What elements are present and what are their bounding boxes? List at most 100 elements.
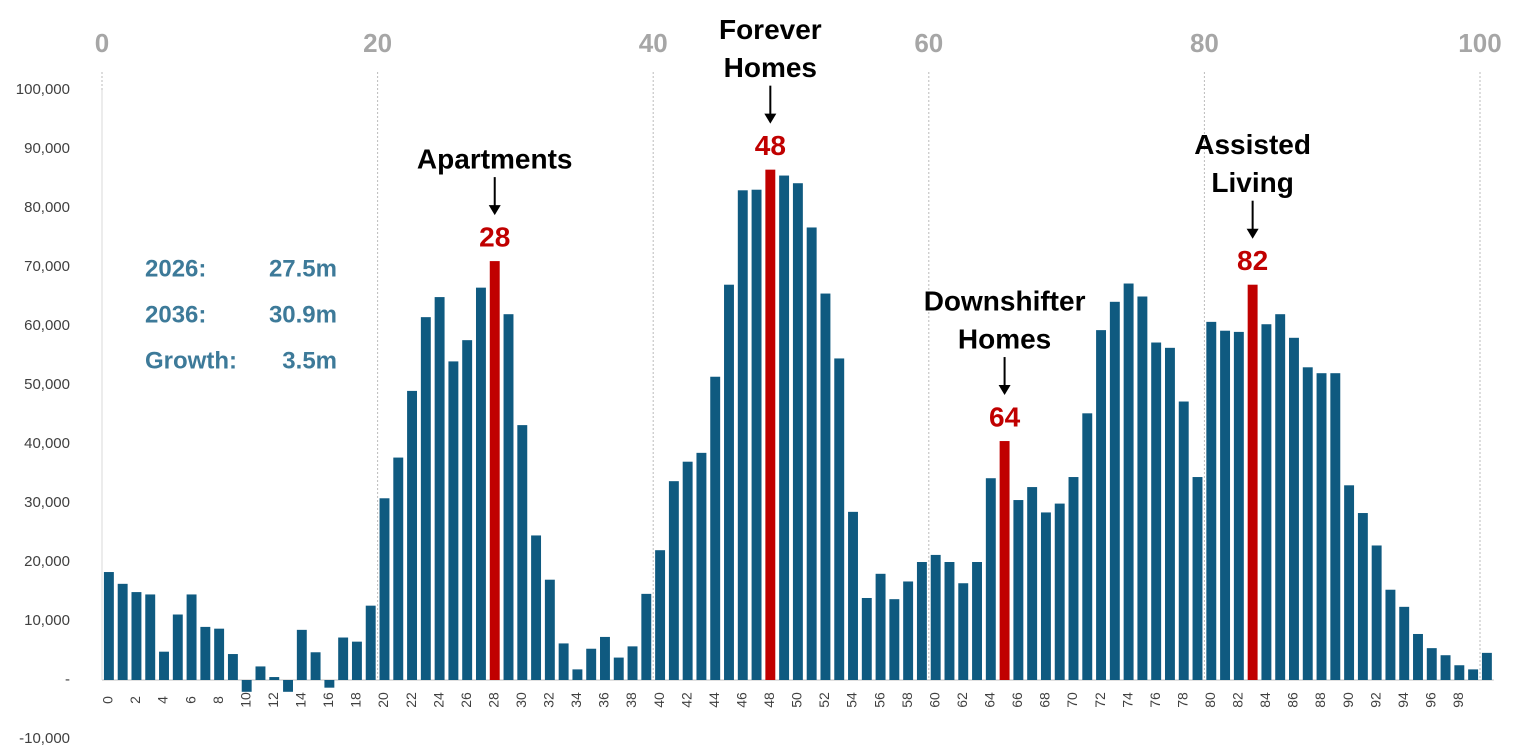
category-label: 98 — [1450, 692, 1466, 708]
category-label: 0 — [100, 696, 116, 704]
bar — [255, 666, 266, 680]
bar — [1054, 503, 1065, 680]
bar — [1040, 512, 1051, 680]
annotation-text: Assisted — [1194, 129, 1311, 160]
bar — [958, 583, 969, 680]
bar — [682, 461, 693, 680]
bar — [558, 643, 569, 680]
bar — [1233, 331, 1244, 680]
x-tick-label: 100 — [1458, 28, 1501, 58]
bar — [1316, 373, 1327, 680]
bar — [944, 562, 955, 680]
bar — [475, 287, 486, 680]
bar — [310, 652, 321, 680]
bar — [1164, 347, 1175, 680]
category-label: 68 — [1037, 692, 1053, 708]
bar — [338, 637, 349, 680]
bar — [365, 605, 376, 680]
bar — [1206, 321, 1217, 680]
category-label: 64 — [982, 692, 998, 708]
bar — [269, 677, 280, 680]
bar — [710, 376, 721, 680]
bar — [227, 654, 238, 680]
bar — [668, 481, 679, 680]
category-label: 60 — [926, 692, 942, 708]
category-label: 12 — [265, 692, 281, 708]
x-tick-label: 40 — [639, 28, 668, 58]
category-label: 14 — [293, 692, 309, 708]
category-label: 30 — [513, 692, 529, 708]
bar — [1399, 606, 1410, 680]
category-label: 24 — [430, 692, 446, 708]
bar — [1275, 314, 1286, 680]
category-label: 84 — [1257, 692, 1273, 708]
category-label: 58 — [899, 692, 915, 708]
y-tick-label: 30,000 — [24, 494, 70, 511]
annotation-text: Apartments — [417, 143, 573, 174]
x-tick-label: 80 — [1190, 28, 1219, 58]
y-tick-label: -10,000 — [19, 730, 70, 747]
bar — [1468, 669, 1479, 680]
bar — [696, 452, 707, 680]
bar — [544, 579, 555, 680]
category-label: 32 — [541, 692, 557, 708]
y-tick-label: 60,000 — [24, 317, 70, 334]
bar — [1068, 477, 1079, 680]
stat-value: 30.9m — [269, 301, 337, 328]
bar — [820, 293, 831, 680]
category-label: 10 — [237, 692, 253, 708]
bar — [999, 441, 1010, 680]
bar — [434, 297, 445, 680]
arrow-head — [488, 205, 501, 216]
annotation-text: Homes — [724, 52, 817, 83]
bar — [985, 478, 996, 680]
bar — [724, 284, 734, 680]
category-label: 26 — [458, 692, 474, 708]
category-label: 56 — [871, 692, 887, 708]
arrow-head — [998, 385, 1011, 396]
category-label: 28 — [485, 692, 501, 708]
y-tick-label: 100,000 — [16, 81, 70, 98]
bar — [641, 593, 652, 680]
bar — [462, 340, 473, 680]
bar — [379, 498, 390, 680]
annotation-number: 28 — [479, 221, 510, 252]
bar — [489, 261, 500, 680]
annotation-text: Downshifter — [924, 285, 1086, 316]
y-tick-label: 80,000 — [24, 199, 70, 216]
bar — [586, 648, 597, 680]
stat-label: 2036: — [145, 301, 206, 328]
bar — [1385, 589, 1396, 680]
bar — [737, 190, 748, 681]
bar — [296, 629, 307, 680]
category-label: 18 — [348, 692, 364, 708]
category-label: 66 — [1009, 692, 1025, 708]
category-label: 48 — [761, 692, 777, 708]
bar — [1454, 665, 1465, 680]
bar — [600, 636, 610, 680]
bar — [848, 511, 858, 680]
category-label: 62 — [954, 692, 970, 708]
annotation-number: 64 — [989, 401, 1021, 432]
category-label: 20 — [375, 692, 391, 708]
bar — [145, 594, 156, 680]
x-tick-label: 20 — [363, 28, 392, 58]
bar — [930, 554, 941, 680]
category-label: 46 — [733, 692, 749, 708]
bar — [1027, 487, 1038, 680]
category-label: 82 — [1230, 692, 1246, 708]
category-label: 78 — [1174, 692, 1190, 708]
bar — [627, 646, 638, 680]
category-label: 44 — [706, 692, 722, 708]
x-tick-label: 0 — [95, 28, 109, 58]
bar — [448, 361, 459, 680]
bar — [241, 680, 252, 692]
bar — [420, 317, 431, 680]
category-label: 22 — [403, 692, 419, 708]
y-tick-label: 90,000 — [24, 140, 70, 157]
category-label: 96 — [1422, 692, 1438, 708]
bar — [889, 599, 900, 680]
annotation-text: Forever — [719, 14, 822, 45]
bar — [214, 628, 225, 680]
category-label: 36 — [596, 692, 612, 708]
